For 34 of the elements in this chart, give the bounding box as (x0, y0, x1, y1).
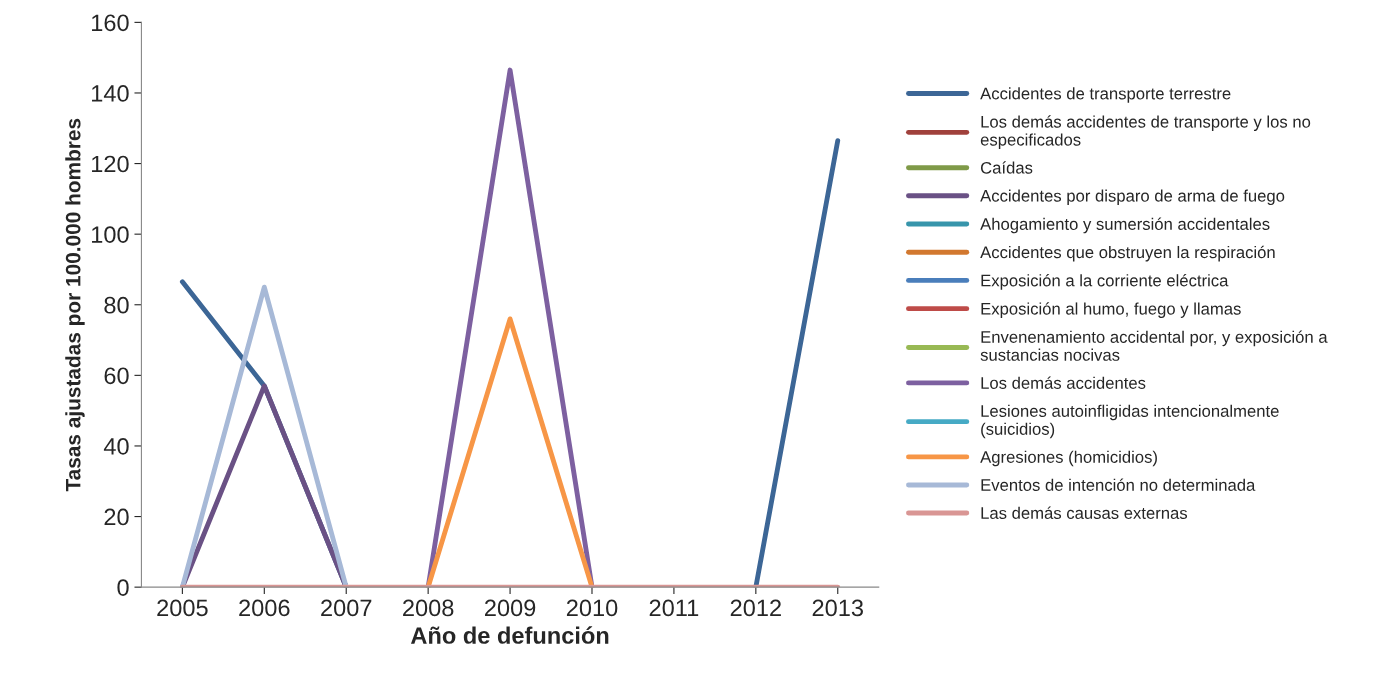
y-axis-title: Tasas ajustadas por 100.000 hombres (65, 118, 85, 492)
x-tick-label: 2012 (730, 599, 781, 617)
x-tick-label: 2007 (321, 599, 372, 617)
legend-label: Agresiones (homicidios) (980, 450, 1157, 467)
legend-label: Lesiones autoinfligidas intencionalmente (suicidios) (981, 404, 1279, 439)
y-tick-label: 80 (104, 296, 129, 314)
x-axis-title: Año de defunción (410, 626, 609, 644)
legend-label: Eventos de intención no determinada (981, 478, 1256, 491)
x-tick-label: 2009 (485, 599, 536, 617)
legend-label: Accidentes que obstruyen la respiración (980, 245, 1275, 262)
y-tick-label: 120 (92, 155, 129, 173)
y-tick-label: 0 (117, 579, 129, 596)
y-tick-label: 100 (92, 226, 129, 243)
legend-label: Envenenamiento accidental por, y exposición a sustancias nocivas (980, 330, 1328, 361)
legend-label: Accidentes de transporte terrestre (980, 87, 1231, 103)
legend-label: Los demás accidentes de transporte y los no especificados (980, 115, 1311, 149)
y-tick-label: 60 (104, 367, 129, 385)
y-tick-label: 40 (103, 438, 129, 455)
legend-label: Los demás accidentes (981, 376, 1146, 389)
y-tick-label: 160 (92, 14, 129, 32)
legend-label: Ahogamiento y sumersión accidentales (980, 217, 1270, 234)
legend-label: Exposición al humo, fuego y llamas (981, 302, 1241, 318)
y-tick-label: 140 (92, 85, 129, 102)
x-tick-label: 2013 (812, 599, 863, 617)
x-tick-label: 2010 (566, 599, 618, 617)
x-tick-label: 2008 (403, 599, 454, 617)
legend-label: Las demás causas externas (981, 506, 1188, 519)
x-tick-label: 2011 (649, 599, 699, 617)
legend-label: Caídas (980, 161, 1033, 174)
legend-label: Accidentes por disparo de arma de fuego (980, 189, 1285, 206)
legend-label: Exposición a la corriente eléctrica (981, 274, 1229, 290)
x-tick-label: 2006 (239, 599, 290, 617)
x-tick-label: 2005 (157, 599, 208, 617)
y-tick-label: 20 (104, 508, 129, 526)
